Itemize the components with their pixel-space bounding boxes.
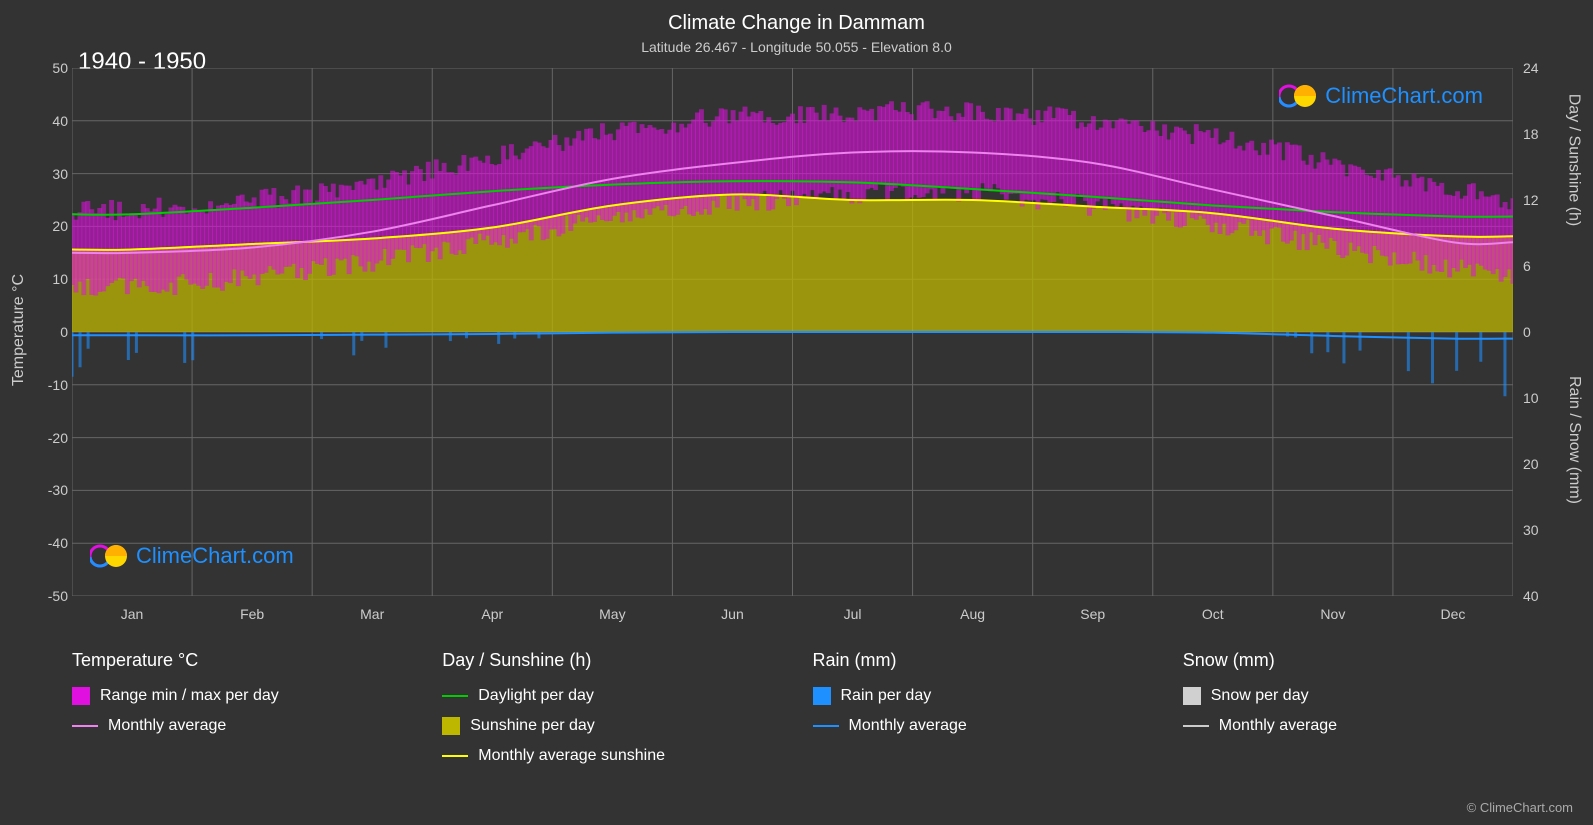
chart-title: Climate Change in Dammam — [0, 0, 1593, 35]
logo-icon — [90, 540, 130, 572]
legend-label: Monthly average — [108, 717, 226, 735]
legend-item: Snow per day — [1183, 687, 1513, 705]
x-tick: Feb — [240, 606, 264, 622]
x-tick: Sep — [1080, 606, 1105, 622]
legend-swatch — [813, 687, 831, 705]
x-axis: Jan Feb Mar Apr May Jun Jul Aug Sep Oct Nov Dec — [72, 598, 1513, 628]
y-right-tick: 12 — [1523, 192, 1563, 208]
legend-swatch — [72, 687, 90, 705]
y-axis-right-bottom-label: Rain / Snow (mm) — [1565, 376, 1583, 504]
legend-item: Monthly average — [813, 717, 1143, 735]
chart-container: Climate Change in Dammam Latitude 26.467… — [0, 0, 1593, 825]
copyright: © ClimeChart.com — [1467, 800, 1573, 815]
legend-swatch — [442, 695, 468, 697]
y-left-tick: 50 — [28, 60, 68, 76]
y-left-tick: -40 — [28, 535, 68, 551]
legend-group: Snow (mm) Snow per day Monthly average — [1183, 650, 1513, 777]
legend-label: Snow per day — [1211, 687, 1309, 705]
logo-bottom-left: ClimeChart.com — [90, 540, 294, 572]
legend-title: Snow (mm) — [1183, 650, 1513, 671]
y-axis-right-top-label: Day / Sunshine (h) — [1565, 94, 1583, 227]
legend-label: Monthly average — [849, 717, 967, 735]
y-axis-right: 2418126010203040 — [1523, 68, 1563, 596]
legend-swatch — [1183, 687, 1201, 705]
legend-group: Temperature °C Range min / max per day Mon… — [72, 650, 402, 777]
x-tick: Mar — [360, 606, 384, 622]
y-right-tick: 0 — [1523, 324, 1563, 340]
y-right-tick: 6 — [1523, 258, 1563, 274]
legend-title: Rain (mm) — [813, 650, 1143, 671]
y-right-tick: 18 — [1523, 126, 1563, 142]
legend-item: Monthly average sunshine — [442, 747, 772, 765]
legend-swatch — [442, 755, 468, 757]
y-left-tick: 20 — [28, 218, 68, 234]
legend-label: Rain per day — [841, 687, 932, 705]
legend-swatch — [813, 725, 839, 727]
plot-area — [72, 68, 1513, 596]
y-right-tick: 40 — [1523, 588, 1563, 604]
logo-top-right: ClimeChart.com — [1279, 80, 1483, 112]
legend-swatch — [442, 717, 460, 735]
legend-item: Daylight per day — [442, 687, 772, 705]
legend-label: Monthly average — [1219, 717, 1337, 735]
legend-title: Day / Sunshine (h) — [442, 650, 772, 671]
x-tick: May — [599, 606, 625, 622]
legend-item: Monthly average — [72, 717, 402, 735]
legend: Temperature °C Range min / max per day Mon… — [72, 650, 1513, 777]
logo-icon — [1279, 80, 1319, 112]
y-right-tick: 24 — [1523, 60, 1563, 76]
legend-label: Monthly average sunshine — [478, 747, 665, 765]
legend-label: Sunshine per day — [470, 717, 595, 735]
legend-label: Daylight per day — [478, 687, 594, 705]
x-tick: Jul — [844, 606, 862, 622]
y-left-tick: 30 — [28, 166, 68, 182]
logo-text: ClimeChart.com — [1325, 83, 1483, 109]
x-tick: Dec — [1441, 606, 1466, 622]
y-left-tick: 40 — [28, 113, 68, 129]
y-left-tick: -10 — [28, 377, 68, 393]
y-left-tick: 0 — [28, 324, 68, 340]
x-tick: Aug — [960, 606, 985, 622]
legend-group: Day / Sunshine (h) Daylight per day Sunshi… — [442, 650, 772, 777]
legend-title: Temperature °C — [72, 650, 402, 671]
x-tick: Nov — [1320, 606, 1345, 622]
legend-swatch — [72, 725, 98, 727]
legend-item: Sunshine per day — [442, 717, 772, 735]
logo-text: ClimeChart.com — [136, 543, 294, 569]
y-left-tick: -50 — [28, 588, 68, 604]
x-tick: Apr — [481, 606, 503, 622]
legend-swatch — [1183, 725, 1209, 727]
y-left-tick: 10 — [28, 271, 68, 287]
legend-label: Range min / max per day — [100, 687, 279, 705]
y-right-tick: 30 — [1523, 522, 1563, 538]
y-right-tick: 20 — [1523, 456, 1563, 472]
y-axis-left-label: Temperature °C — [10, 274, 28, 386]
y-right-tick: 10 — [1523, 390, 1563, 406]
legend-item: Range min / max per day — [72, 687, 402, 705]
x-tick: Jan — [121, 606, 144, 622]
x-tick: Jun — [721, 606, 744, 622]
legend-item: Monthly average — [1183, 717, 1513, 735]
legend-group: Rain (mm) Rain per day Monthly average — [813, 650, 1143, 777]
chart-svg — [72, 68, 1513, 596]
y-axis-left: 50403020100-10-20-30-40-50 — [28, 68, 68, 596]
y-left-tick: -20 — [28, 430, 68, 446]
y-left-tick: -30 — [28, 482, 68, 498]
legend-item: Rain per day — [813, 687, 1143, 705]
chart-subtitle: Latitude 26.467 - Longitude 50.055 - Ele… — [0, 35, 1593, 55]
x-tick: Oct — [1202, 606, 1224, 622]
